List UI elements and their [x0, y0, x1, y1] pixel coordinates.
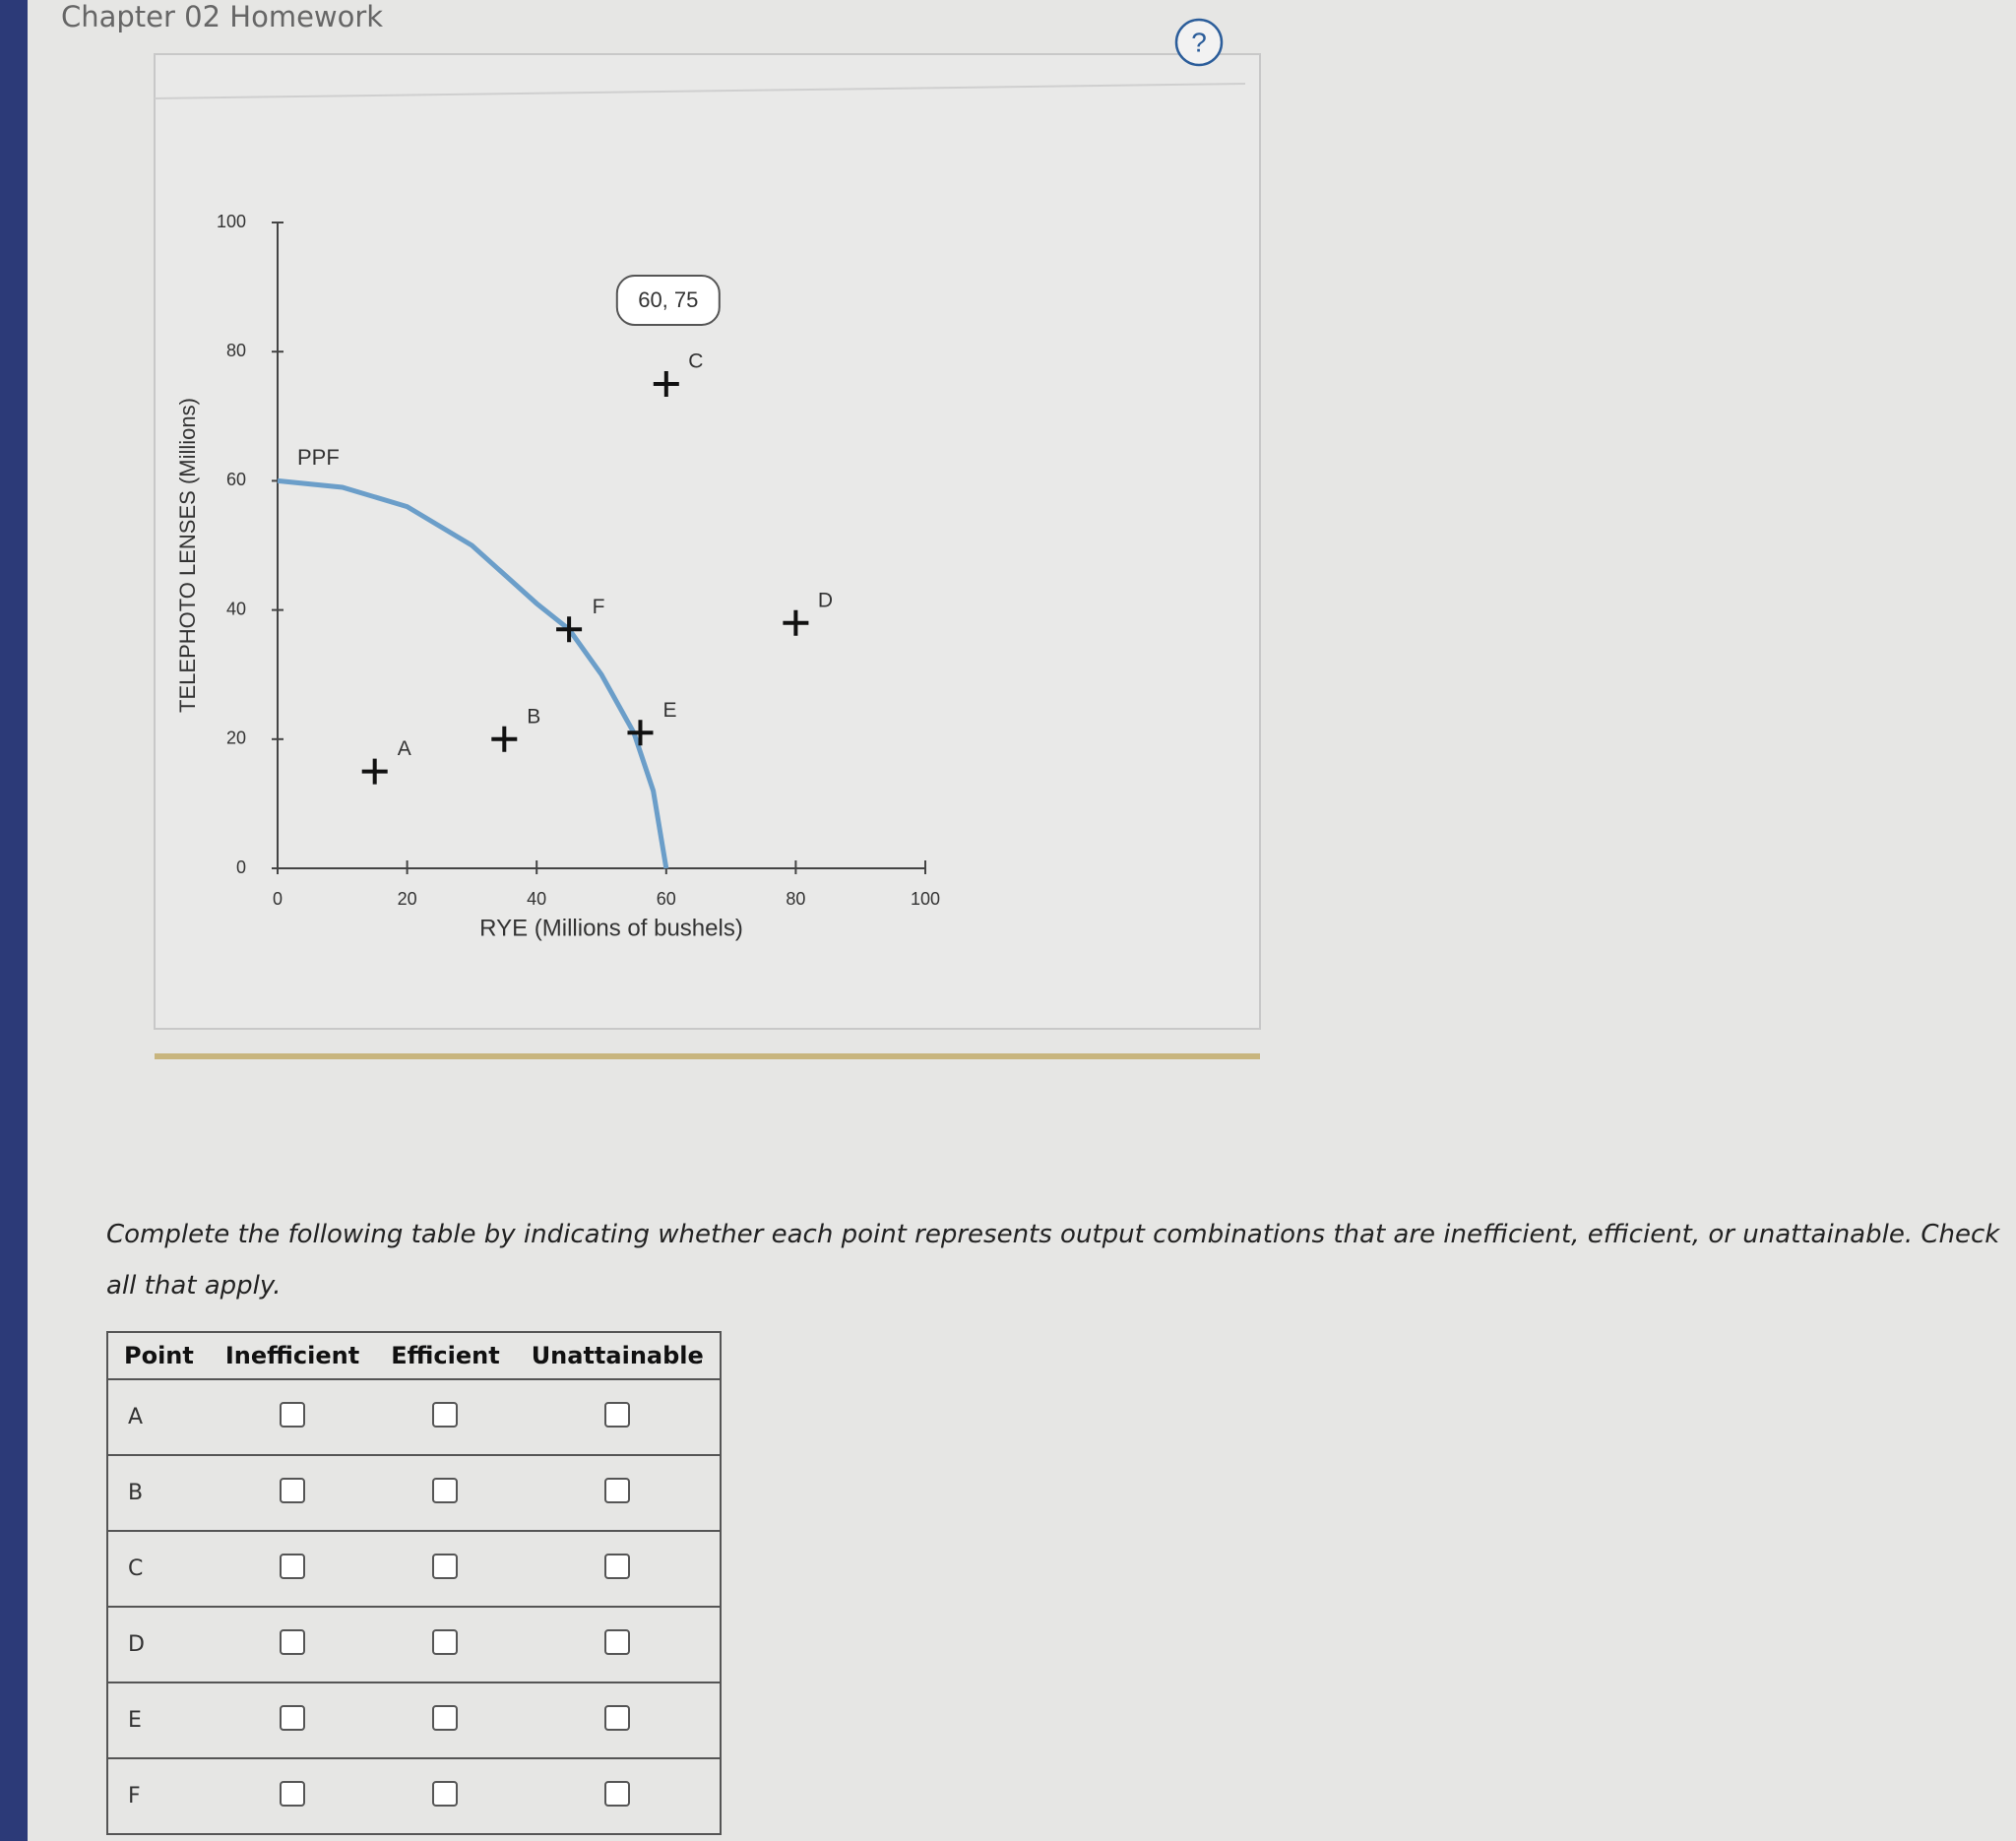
checkbox-cell: [209, 1682, 376, 1759]
checkbox[interactable]: [604, 1704, 631, 1731]
table-row: E: [107, 1682, 721, 1759]
checkbox[interactable]: [432, 1628, 459, 1655]
chart: ? 0 20 40 60 80 100 0 20 40 60 80 100 RYE (Millions …: [154, 18, 1261, 1059]
header-row: Point Inefficient Efficient Unattainable: [107, 1332, 721, 1380]
checkbox[interactable]: [604, 1477, 631, 1503]
x-tick-label: 40: [527, 889, 546, 909]
x-tick-label: 60: [657, 889, 676, 909]
checkbox[interactable]: [432, 1780, 459, 1807]
checkbox-cell: [515, 1607, 721, 1683]
checkbox[interactable]: [432, 1401, 459, 1428]
point-cell: D: [107, 1607, 210, 1683]
help-icon[interactable]: ?: [1191, 27, 1207, 57]
table-row: F: [107, 1758, 721, 1835]
column-header: Unattainable: [515, 1332, 721, 1380]
column-header: Inefficient: [209, 1332, 376, 1380]
x-tick-label: 0: [273, 889, 283, 909]
point-label: E: [662, 699, 676, 722]
checkbox-cell: [375, 1682, 516, 1759]
point-marker: [653, 371, 679, 397]
y-tick-label: 40: [226, 599, 246, 618]
checkbox[interactable]: [280, 1477, 306, 1503]
point-cell: C: [107, 1531, 210, 1608]
y-tick-label: 100: [217, 212, 246, 231]
checkbox[interactable]: [280, 1628, 306, 1655]
checkbox-cell: [209, 1758, 376, 1835]
checkbox-cell: [375, 1758, 516, 1835]
checkbox-cell: [375, 1607, 516, 1683]
y-tick-label: 0: [236, 857, 246, 877]
ppf-label: PPF: [297, 445, 340, 470]
checkbox-cell: [375, 1455, 516, 1532]
help-button[interactable]: [1174, 18, 1224, 67]
point-marker: [783, 609, 809, 636]
checkbox-cell: [515, 1379, 721, 1456]
page-title: Chapter 02 Homework: [61, 0, 384, 33]
column-header: Point: [107, 1332, 210, 1380]
checkbox-cell: [375, 1531, 516, 1608]
point-marker: [491, 726, 518, 752]
checkbox[interactable]: [604, 1401, 631, 1428]
checkbox-cell: [375, 1379, 516, 1456]
checkbox[interactable]: [432, 1477, 459, 1503]
checkbox[interactable]: [604, 1628, 631, 1655]
sidebar-strip: [0, 0, 28, 1841]
chart-panel: [154, 53, 1261, 1030]
x-axis-label: RYE (Millions of bushels): [479, 915, 743, 941]
column-header: Efficient: [375, 1332, 516, 1380]
point-marker: [556, 616, 583, 643]
checkbox-cell: [209, 1455, 376, 1532]
point-label: F: [593, 596, 605, 618]
table-row: B: [107, 1455, 721, 1532]
tooltip-box: [615, 275, 721, 326]
y-tick-label: 60: [226, 470, 246, 489]
point-marker: [627, 720, 654, 746]
y-axis-label: TELEPHOTO LENSES (Millions): [175, 398, 200, 713]
point-marker: [361, 758, 388, 785]
checkbox[interactable]: [280, 1553, 306, 1579]
point-label: A: [398, 737, 411, 760]
x-tick-label: 80: [786, 889, 805, 909]
checkbox[interactable]: [280, 1780, 306, 1807]
checkbox[interactable]: [432, 1553, 459, 1579]
point-label: B: [527, 705, 540, 728]
checkbox-cell: [515, 1531, 721, 1608]
checkbox[interactable]: [432, 1704, 459, 1731]
table-row: D: [107, 1607, 721, 1683]
y-tick-label: 80: [226, 341, 246, 360]
ppf-curve: [277, 477, 669, 869]
point-cell: F: [107, 1758, 210, 1835]
point-label: D: [818, 589, 833, 611]
point-cell: E: [107, 1682, 210, 1759]
separator: [155, 1053, 1260, 1059]
point-cell: A: [107, 1379, 210, 1456]
checkbox-cell: [515, 1758, 721, 1835]
instructions: Complete the following table by indicati…: [106, 1220, 2000, 1301]
point-label: C: [688, 350, 703, 373]
x-tick-label: 100: [911, 889, 940, 909]
checkbox-cell: [209, 1531, 376, 1608]
checkbox-cell: [515, 1682, 721, 1759]
checkbox[interactable]: [280, 1704, 306, 1731]
panel-divider: [154, 83, 1246, 99]
table-row: A: [107, 1379, 721, 1456]
checkbox[interactable]: [604, 1780, 631, 1807]
x-tick-label: 20: [398, 889, 417, 909]
checkbox-cell: [209, 1379, 376, 1456]
checkbox[interactable]: [604, 1553, 631, 1579]
checkbox-cell: [209, 1607, 376, 1683]
y-tick-label: 20: [226, 729, 246, 748]
checkbox-cell: [515, 1455, 721, 1532]
checkbox[interactable]: [280, 1401, 306, 1428]
tooltip-text: 60, 75: [638, 287, 698, 312]
table-row: C: [107, 1531, 721, 1608]
point-cell: B: [107, 1455, 210, 1532]
